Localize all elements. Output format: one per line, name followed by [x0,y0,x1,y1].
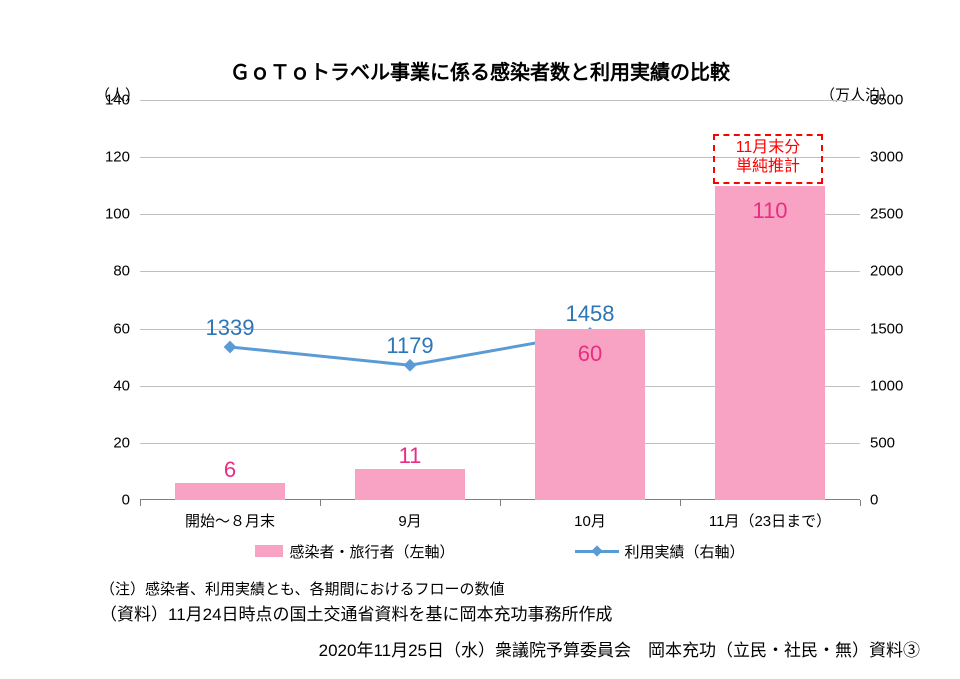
y-left-tick-label: 60 [90,320,130,337]
bar [715,186,825,500]
legend-line: 利用実績（右軸） [575,541,745,562]
projection-box-text: 11月末分単純推計 [715,138,821,176]
x-category-label: 9月 [398,510,421,531]
line-value-label: 1458 [566,301,615,327]
x-tick [320,500,321,506]
x-tick [500,500,501,506]
chart-container: ＧｏＴｏトラベル事業に係る感染者数と利用実績の比較 （人） （万人泊） 0204… [0,0,960,679]
note-text: （注）感染者、利用実績とも、各期間におけるフローの数値 [100,578,505,599]
bar [355,469,465,500]
y-right-tick-label: 1000 [870,377,915,394]
y-right-tick-label: 0 [870,492,915,509]
source-text: （資料）11月24日時点の国土交通省資料を基に岡本充功事務所作成 [100,600,613,625]
x-category-label: 開始～８月末 [185,510,275,531]
x-tick [140,500,141,506]
plot-area: 0204060801001201400500100015002000250030… [140,100,860,500]
y-left-tick-label: 120 [90,149,130,166]
y-right-tick-label: 3500 [870,92,915,109]
grid-line [140,100,860,101]
legend: 感染者・旅行者（左軸） 利用実績（右軸） [140,540,860,562]
y-left-tick-label: 40 [90,377,130,394]
y-left-tick-label: 140 [90,92,130,109]
legend-line-label: 利用実績（右軸） [625,541,745,562]
y-left-tick-label: 80 [90,263,130,280]
chart-title: ＧｏＴｏトラベル事業に係る感染者数と利用実績の比較 [0,56,960,85]
legend-bar: 感染者・旅行者（左軸） [255,541,454,562]
legend-bar-swatch [255,545,283,557]
line-value-label: 1339 [206,315,255,341]
bar-value-label: 60 [578,341,602,367]
bar-value-label: 11 [399,443,422,469]
footer-text: 2020年11月25日（水）衆議院予算委員会 岡本充功（立民・社民・無）資料③ [319,636,920,661]
bar-value-label: 110 [752,198,787,224]
line-value-label: 1179 [386,333,433,359]
bar [175,483,285,500]
y-left-tick-label: 100 [90,206,130,223]
bar-value-label: 6 [224,457,236,483]
y-right-tick-label: 500 [870,434,915,451]
x-tick [860,500,861,506]
y-right-tick-label: 2000 [870,263,915,280]
y-right-tick-label: 3000 [870,149,915,166]
x-category-label: 11月（23日まで） [709,510,831,531]
x-tick [680,500,681,506]
projection-box: 11月末分単純推計 [713,134,823,183]
y-left-tick-label: 0 [90,492,130,509]
legend-bar-label: 感染者・旅行者（左軸） [289,541,454,562]
y-right-tick-label: 2500 [870,206,915,223]
y-left-tick-label: 20 [90,434,130,451]
legend-line-marker [591,545,602,556]
y-right-tick-label: 1500 [870,320,915,337]
x-category-label: 10月 [574,510,606,531]
legend-line-swatch [575,550,619,553]
